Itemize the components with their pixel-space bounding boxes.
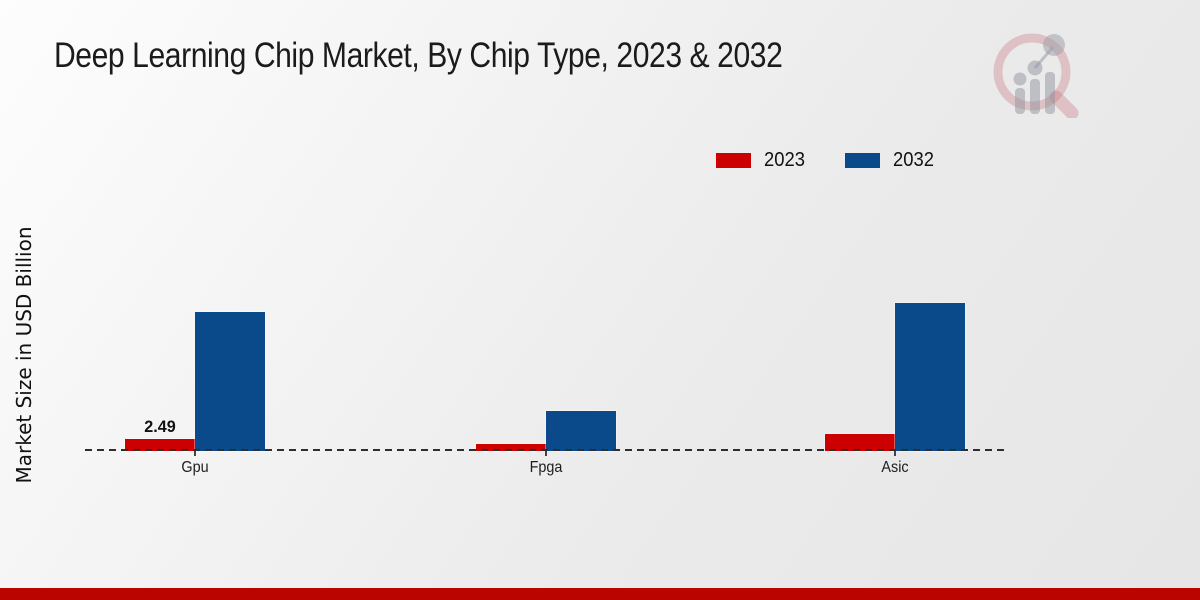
legend-label-2032: 2032	[892, 149, 934, 171]
bar-2032-fpga	[546, 411, 616, 451]
x-axis-baseline	[85, 449, 1007, 451]
legend-swatch-2032	[844, 153, 880, 168]
x-axis-tick	[545, 451, 547, 456]
chart-title: Deep Learning Chip Market, By Chip Type,…	[54, 36, 783, 75]
x-axis-label-gpu: Gpu	[181, 459, 209, 476]
x-axis-label-fpga: Fpga	[529, 459, 563, 476]
legend-label-2023: 2023	[764, 149, 805, 171]
x-axis-tick	[894, 451, 896, 456]
bar-2023-gpu	[125, 439, 195, 451]
bar-2023-fpga	[476, 444, 546, 451]
x-axis-tick	[194, 451, 196, 456]
bar-2032-gpu	[195, 312, 265, 451]
bar-value-label: 2.49	[144, 417, 176, 436]
magnifier-growth-logo-icon	[990, 28, 1080, 120]
legend-item-2032: 2032	[844, 149, 938, 172]
bar-2023-asic	[825, 434, 895, 451]
bar-2032-asic	[895, 303, 965, 451]
footer-accent-band	[0, 588, 1200, 600]
y-axis-title: Market Size in USD Billion	[12, 226, 36, 484]
legend-swatch-2023	[716, 153, 751, 168]
plot-area: 2.49 Gpu Fpga Asic	[85, 260, 1007, 476]
legend-item-2023: 2023	[716, 149, 809, 172]
legend: 2023 2032	[716, 149, 937, 172]
x-axis-label-asic: Asic	[881, 459, 909, 476]
